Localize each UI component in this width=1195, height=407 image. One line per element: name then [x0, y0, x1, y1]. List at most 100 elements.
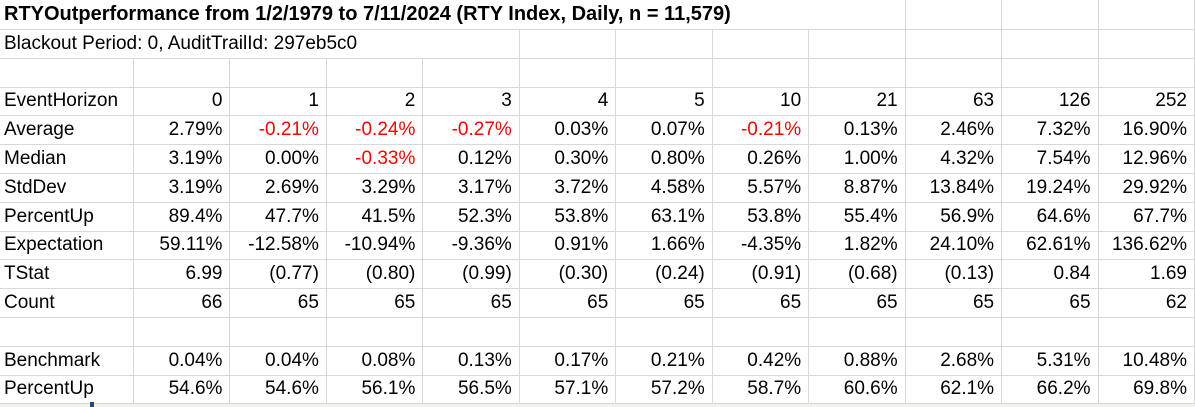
blank-cell[interactable]	[327, 317, 424, 346]
sheet-title-cell[interactable]: RTYOutperformance from 1/2/1979 to 7/11/…	[0, 0, 809, 29]
value-cell[interactable]: 54.6%	[134, 375, 231, 404]
value-cell[interactable]: (0.24)	[616, 260, 713, 289]
blank-cell[interactable]	[906, 30, 1003, 58]
value-cell[interactable]: 56.5%	[423, 375, 520, 404]
blank-cell[interactable]	[1002, 58, 1099, 87]
value-cell[interactable]: 53.8%	[520, 202, 617, 231]
value-cell[interactable]: 3.29%	[327, 173, 424, 202]
value-cell[interactable]: 1.82%	[809, 231, 906, 260]
blank-cell[interactable]	[713, 317, 810, 346]
value-cell[interactable]: 65	[906, 289, 1003, 317]
blank-cell[interactable]	[713, 30, 810, 58]
value-cell[interactable]: (0.68)	[809, 260, 906, 289]
blank-cell[interactable]	[713, 58, 810, 87]
value-cell[interactable]: 65	[1002, 289, 1099, 317]
blank-cell[interactable]	[520, 30, 617, 58]
value-cell[interactable]: 89.4%	[134, 202, 231, 231]
value-cell[interactable]: 65	[230, 289, 327, 317]
value-cell[interactable]: 2.46%	[906, 116, 1003, 145]
value-cell[interactable]: 1.69	[1099, 260, 1195, 289]
value-cell[interactable]: 65	[809, 289, 906, 317]
value-cell[interactable]: 5	[616, 87, 713, 116]
value-cell[interactable]: (0.30)	[520, 260, 617, 289]
value-cell[interactable]: 0.80%	[616, 145, 713, 173]
value-cell[interactable]: 19.24%	[1002, 173, 1099, 202]
blank-cell[interactable]	[520, 317, 617, 346]
row-label[interactable]: Average	[0, 116, 134, 145]
value-cell[interactable]: 24.10%	[906, 231, 1003, 260]
value-cell[interactable]: -0.33%	[327, 145, 424, 173]
value-cell[interactable]: 0.17%	[520, 346, 617, 375]
value-cell[interactable]: 5.57%	[713, 173, 810, 202]
value-cell[interactable]: 1	[230, 87, 327, 116]
value-cell[interactable]: 136.62%	[1099, 231, 1195, 260]
value-cell[interactable]: (0.77)	[230, 260, 327, 289]
value-cell[interactable]: 55.4%	[809, 202, 906, 231]
blank-cell[interactable]	[0, 58, 134, 87]
blank-cell[interactable]	[423, 58, 520, 87]
value-cell[interactable]: 0.13%	[809, 116, 906, 145]
value-cell[interactable]: 60.6%	[809, 375, 906, 404]
value-cell[interactable]: 0.26%	[713, 145, 810, 173]
row-label[interactable]: Expectation	[0, 231, 134, 260]
blank-cell[interactable]	[1002, 317, 1099, 346]
blank-cell[interactable]	[1099, 58, 1195, 87]
value-cell[interactable]: 56.1%	[327, 375, 424, 404]
blank-cell[interactable]	[809, 0, 906, 29]
value-cell[interactable]: 252	[1099, 87, 1195, 116]
value-cell[interactable]: 0.03%	[520, 116, 617, 145]
value-cell[interactable]: 0.00%	[230, 145, 327, 173]
value-cell[interactable]: 6.99	[134, 260, 231, 289]
value-cell[interactable]: 4	[520, 87, 617, 116]
value-cell[interactable]: 3.17%	[423, 173, 520, 202]
value-cell[interactable]: 0.88%	[809, 346, 906, 375]
value-cell[interactable]: 54.6%	[230, 375, 327, 404]
value-cell[interactable]: 41.5%	[327, 202, 424, 231]
value-cell[interactable]: 2.68%	[906, 346, 1003, 375]
value-cell[interactable]: 1.00%	[809, 145, 906, 173]
value-cell[interactable]: 69.8%	[1099, 375, 1195, 404]
value-cell[interactable]: 126	[1002, 87, 1099, 116]
value-cell[interactable]: 10	[713, 87, 810, 116]
row-label[interactable]: StdDev	[0, 173, 134, 202]
value-cell[interactable]: 2	[327, 87, 424, 116]
value-cell[interactable]: 47.7%	[230, 202, 327, 231]
value-cell[interactable]: 58.7%	[713, 375, 810, 404]
value-cell[interactable]: 0.07%	[616, 116, 713, 145]
value-cell[interactable]: 65	[327, 289, 424, 317]
value-cell[interactable]: 0.91%	[520, 231, 617, 260]
value-cell[interactable]: (0.99)	[423, 260, 520, 289]
blank-cell[interactable]	[616, 58, 713, 87]
value-cell[interactable]: 66.2%	[1002, 375, 1099, 404]
value-cell[interactable]: 0.04%	[230, 346, 327, 375]
value-cell[interactable]: 1.66%	[616, 231, 713, 260]
value-cell[interactable]: 52.3%	[423, 202, 520, 231]
value-cell[interactable]: 4.32%	[906, 145, 1003, 173]
value-cell[interactable]: 29.92%	[1099, 173, 1195, 202]
blank-cell[interactable]	[906, 317, 1003, 346]
value-cell[interactable]: 4.58%	[616, 173, 713, 202]
blank-cell[interactable]	[1099, 30, 1195, 58]
value-cell[interactable]: -12.58%	[230, 231, 327, 260]
value-cell[interactable]: 0.12%	[423, 145, 520, 173]
value-cell[interactable]: 62	[1099, 289, 1195, 317]
value-cell[interactable]: 0.84	[1002, 260, 1099, 289]
value-cell[interactable]: 66	[134, 289, 231, 317]
sheet-subtitle-cell[interactable]: Blackout Period: 0, AuditTrailId: 297eb5…	[0, 30, 423, 58]
row-label[interactable]: PercentUp	[0, 375, 134, 404]
value-cell[interactable]: (0.80)	[327, 260, 424, 289]
value-cell[interactable]: (0.13)	[906, 260, 1003, 289]
value-cell[interactable]: -0.21%	[713, 116, 810, 145]
value-cell[interactable]: -0.27%	[423, 116, 520, 145]
value-cell[interactable]: 2.69%	[230, 173, 327, 202]
blank-cell[interactable]	[230, 317, 327, 346]
blank-cell[interactable]	[616, 30, 713, 58]
value-cell[interactable]: 65	[616, 289, 713, 317]
value-cell[interactable]: 65	[713, 289, 810, 317]
value-cell[interactable]: 8.87%	[809, 173, 906, 202]
row-label[interactable]: Count	[0, 289, 134, 317]
blank-cell[interactable]	[906, 58, 1003, 87]
value-cell[interactable]: 59.11%	[134, 231, 231, 260]
value-cell[interactable]: 64.6%	[1002, 202, 1099, 231]
value-cell[interactable]: 0.13%	[423, 346, 520, 375]
